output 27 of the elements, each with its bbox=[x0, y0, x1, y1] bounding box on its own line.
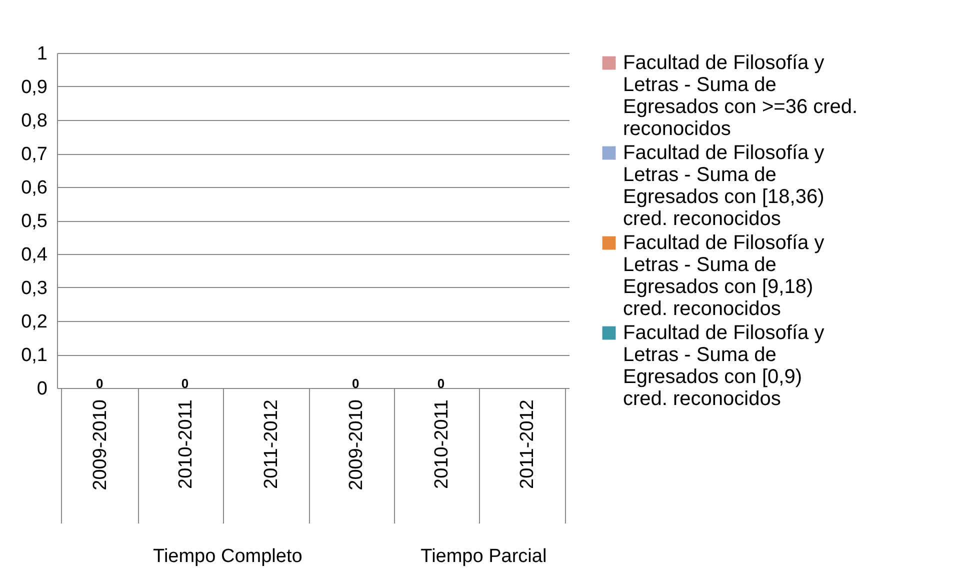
y-tick-label: 0,7 bbox=[21, 144, 48, 165]
legend-label: Facultad de Filosofía y Letras - Suma de Egresados con [9,18) cred. reconocidos bbox=[623, 232, 824, 320]
x-tick-label: 2009-2010 bbox=[90, 400, 112, 490]
data-label: 0 bbox=[437, 376, 445, 391]
y-tick-label: 1 bbox=[36, 44, 48, 64]
data-label: 0 bbox=[352, 376, 360, 391]
legend-label: Facultad de Filosofía y Letras - Suma de Egresados con [0,9) cred. reconocidos bbox=[623, 322, 824, 410]
y-tick-label: 0,6 bbox=[21, 178, 48, 198]
y-tick-label: 0,4 bbox=[21, 244, 48, 266]
y-tick-label: 0,2 bbox=[21, 312, 48, 332]
x-tick-label: 2010-2011 bbox=[176, 400, 196, 489]
y-tick-label: 0,3 bbox=[21, 278, 48, 299]
data-label: 0 bbox=[96, 376, 104, 391]
legend-label: Facultad de Filosofía y Letras - Suma de Egresados con [18,36) cred. reconocidos bbox=[623, 142, 824, 230]
y-tick-label: 0,1 bbox=[21, 345, 48, 366]
text: Tiempo Parcial bbox=[420, 546, 547, 567]
text: Tiempo Completo bbox=[153, 546, 302, 567]
y-tick-label: 0,5 bbox=[21, 211, 48, 232]
x-tick-label: 2011-2012 bbox=[260, 400, 282, 489]
x-tick-label: 2010-2011 bbox=[432, 400, 452, 489]
x-tick-label: 2009-2010 bbox=[346, 400, 368, 490]
y-tick-label: 0,8 bbox=[21, 110, 48, 132]
x-tick-label: 2011-2012 bbox=[516, 400, 538, 489]
y-tick-label: 0 bbox=[36, 378, 48, 400]
data-label: 0 bbox=[181, 376, 189, 391]
y-tick-label: 0,9 bbox=[21, 77, 48, 98]
legend-label: Facultad de Filosofía y Letras - Suma de Egresados con >=36 cred. reconocidos bbox=[623, 52, 858, 140]
